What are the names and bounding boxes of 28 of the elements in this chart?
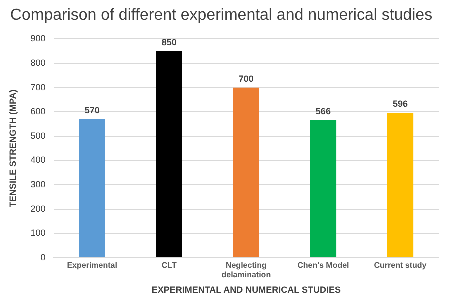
- x-tick-label: Current study: [374, 261, 428, 270]
- bar: [79, 119, 106, 258]
- y-tick-label: 0: [40, 252, 46, 262]
- data-label: 700: [238, 74, 254, 84]
- bar: [156, 51, 182, 258]
- y-tick-label: 900: [30, 34, 46, 44]
- x-tick-label: Neglecting delamination: [222, 261, 272, 280]
- y-tick-label: 600: [30, 106, 46, 117]
- data-label: 596: [392, 99, 408, 110]
- data-label: 566: [316, 106, 331, 116]
- y-axis-title: TENSILE STRENGTH (MPA): [8, 90, 18, 208]
- bar: [310, 120, 337, 258]
- bar: [233, 88, 260, 258]
- y-tick-label: 700: [30, 82, 46, 92]
- y-tick-label: 200: [30, 204, 46, 214]
- data-label: 850: [162, 37, 177, 48]
- bar: [387, 113, 414, 258]
- x-tick-label: Chen's Model: [298, 261, 350, 270]
- y-tick-label: 500: [30, 130, 46, 141]
- y-tick-label: 400: [30, 155, 46, 166]
- y-tick-label: 100: [30, 228, 46, 238]
- x-tick-label: Experimental: [67, 261, 118, 270]
- data-label: 570: [84, 105, 100, 116]
- x-tick-label: CLT: [162, 261, 177, 270]
- chart-title: Comparison of different experimental and numerical studies: [10, 7, 433, 24]
- y-tick-label: 300: [30, 180, 46, 190]
- y-tick-label: 800: [30, 58, 46, 68]
- x-axis-title: EXPERIMENTAL AND NUMERICAL STUDIES: [152, 285, 341, 296]
